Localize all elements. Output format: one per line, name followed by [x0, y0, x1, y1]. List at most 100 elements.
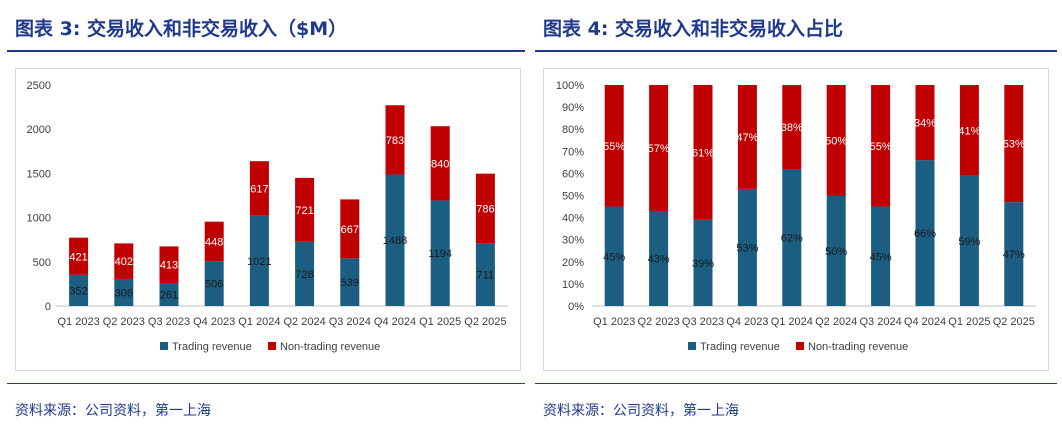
non-trading-bar [114, 243, 134, 279]
trading-data-label: 50% [825, 246, 847, 258]
trading-bar [871, 206, 891, 306]
non-trading-bar [782, 85, 802, 169]
left-chart-frame: 0 500 1000 1500 2000 2500 352 421 Q1 2023 306 402 Q… [15, 68, 521, 371]
trading-data-label: 59% [958, 236, 980, 248]
non-trading-data-label: 38% [781, 122, 803, 134]
y-tick-label: 500 [33, 257, 51, 269]
non-trading-data-label: 402 [115, 256, 133, 268]
trading-bar [604, 206, 624, 306]
x-tick-label: Q1 2025 [419, 316, 461, 328]
non-trading-data-label: 721 [295, 205, 313, 217]
trading-bar [693, 219, 713, 306]
non-trading-data-label: 41% [958, 125, 980, 137]
non-trading-bar [915, 85, 935, 161]
trading-bar [782, 168, 802, 306]
non-trading-bar [340, 199, 360, 259]
x-tick-label: Q2 2023 [103, 316, 145, 328]
left-chart-title: 图表 3: 交易收入和非交易收入（$M） [15, 18, 348, 40]
non-trading-bar [959, 85, 979, 176]
non-trading-data-label: 34% [914, 118, 936, 130]
trading-data-label: 1488 [383, 235, 407, 247]
y-tick-label: 50% [562, 191, 584, 203]
y-tick-label: 60% [562, 168, 584, 180]
non-trading-data-label: 667 [341, 224, 359, 236]
y-tick-label: 70% [562, 146, 584, 158]
trading-bar [1004, 202, 1024, 306]
legend-swatch-trading [688, 342, 696, 350]
trading-bar [204, 261, 224, 306]
non-trading-data-label: 55% [870, 141, 892, 153]
non-trading-bar [249, 161, 269, 216]
non-trading-bar [475, 173, 495, 244]
y-tick-label: 0% [568, 301, 584, 313]
legend-label-non-trading: Non-trading revenue [808, 341, 908, 353]
non-trading-bar [737, 85, 757, 189]
x-tick-label: Q4 2023 [726, 316, 768, 328]
non-trading-data-label: 47% [736, 132, 758, 144]
legend-swatch-non-trading [796, 342, 804, 350]
right-chart-frame: 0% 10% 20% 30% 40% 50% 60% 70% 80% 90% 100% 45% 55% Q… [543, 68, 1049, 371]
legend-swatch-trading [160, 342, 168, 350]
x-tick-label: Q1 2025 [948, 316, 990, 328]
trading-bar [385, 174, 405, 306]
legend-swatch-non-trading [268, 342, 276, 350]
non-trading-data-label: 53% [1003, 139, 1025, 151]
legend-label-trading: Trading revenue [172, 341, 252, 353]
trading-data-label: 1194 [428, 248, 452, 260]
trading-data-label: 47% [1003, 249, 1025, 261]
x-tick-label: Q1 2024 [238, 316, 280, 328]
trading-data-label: 53% [736, 242, 758, 254]
right-title-rule [535, 50, 1057, 52]
y-tick-label: 100% [556, 80, 584, 92]
non-trading-data-label: 421 [69, 251, 87, 263]
x-tick-label: Q2 2024 [815, 316, 857, 328]
non-trading-bar [649, 85, 669, 211]
trading-data-label: 506 [205, 279, 223, 291]
trading-data-label: 711 [477, 270, 495, 282]
non-trading-bar [604, 85, 624, 207]
non-trading-bar [159, 246, 179, 283]
y-tick-label: 90% [562, 102, 584, 114]
non-trading-bar [69, 237, 89, 275]
trading-data-label: 728 [295, 269, 313, 281]
non-trading-bar [385, 105, 405, 175]
right-bottom-rule [535, 383, 1057, 384]
left-title-rule [7, 50, 525, 52]
trading-data-label: 43% [648, 253, 670, 265]
x-tick-label: Q2 2025 [464, 316, 506, 328]
y-tick-label: 1000 [27, 213, 51, 225]
non-trading-data-label: 57% [648, 143, 670, 155]
x-tick-label: Q4 2024 [904, 316, 946, 328]
y-tick-label: 30% [562, 235, 584, 247]
trading-bar [69, 274, 89, 306]
non-trading-data-label: 448 [205, 236, 223, 248]
x-tick-label: Q2 2025 [993, 316, 1035, 328]
x-tick-label: Q4 2023 [193, 316, 235, 328]
non-trading-data-label: 786 [476, 203, 494, 215]
trading-bar [430, 200, 450, 306]
non-trading-bar [871, 85, 891, 207]
revenue-stacked-bar-chart: 0 500 1000 1500 2000 2500 352 421 Q1 2023 306 402 Q… [27, 80, 508, 353]
non-trading-bar [1004, 85, 1024, 203]
left-bottom-rule [7, 383, 525, 384]
trading-data-label: 45% [603, 251, 625, 263]
trading-data-label: 306 [115, 287, 133, 299]
non-trading-bar [430, 126, 450, 201]
left-source-note: 资料来源：公司资料，第一上海 [15, 403, 211, 419]
x-tick-label: Q3 2024 [329, 316, 371, 328]
non-trading-data-label: 413 [160, 260, 178, 272]
trading-bar [159, 282, 179, 306]
trading-bar [649, 210, 669, 306]
y-tick-label: 2000 [27, 124, 51, 136]
x-tick-label: Q3 2024 [859, 316, 901, 328]
trading-bar [295, 241, 315, 306]
x-tick-label: Q2 2024 [283, 316, 325, 328]
trading-data-label: 539 [341, 277, 359, 289]
non-trading-bar [693, 85, 713, 220]
trading-bar [475, 243, 495, 306]
trading-data-label: 261 [160, 289, 178, 301]
legend-label-trading: Trading revenue [700, 341, 780, 353]
y-tick-label: 80% [562, 124, 584, 136]
trading-bar [737, 188, 757, 306]
x-tick-label: Q4 2024 [374, 316, 416, 328]
